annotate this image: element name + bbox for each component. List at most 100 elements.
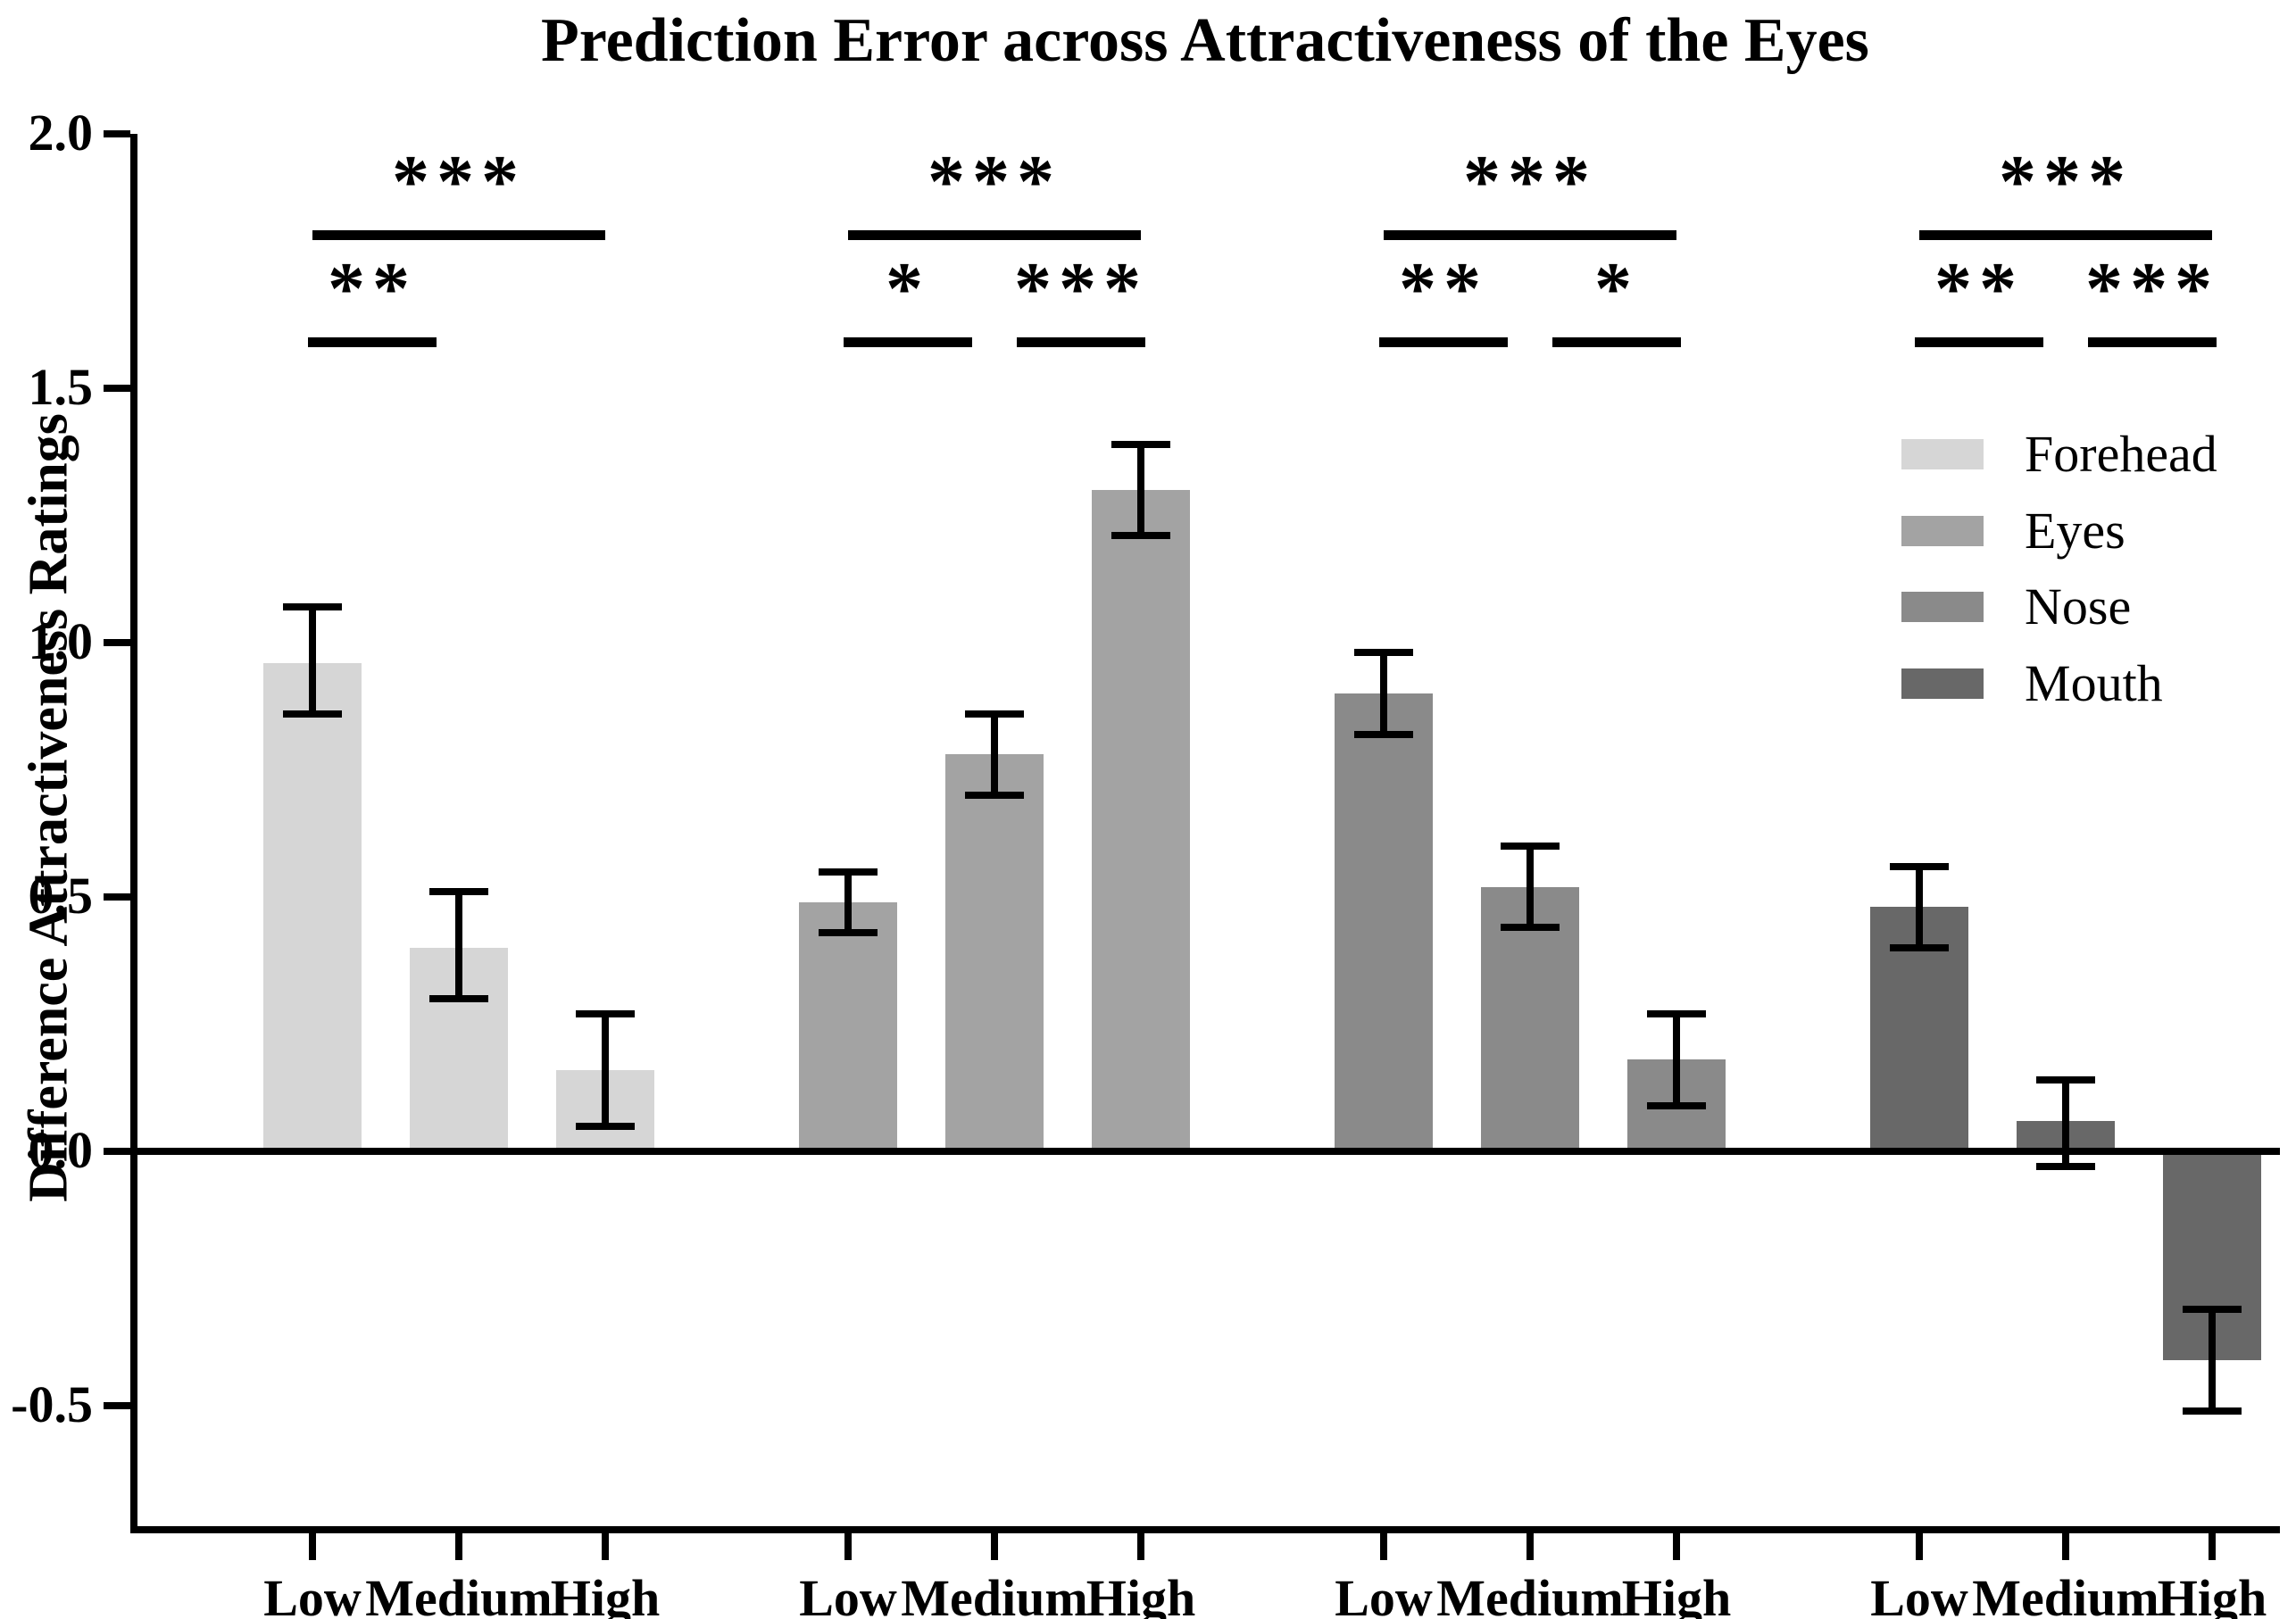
error-bar-cap-top-nose-low — [1354, 649, 1413, 657]
x-tick-label-eyes-low: Low — [799, 1569, 897, 1619]
bar-nose-low — [1335, 693, 1433, 1151]
error-bar-cap-bottom-forehead-medium — [429, 995, 488, 1002]
error-bar-cap-top-mouth-low — [1890, 862, 1949, 870]
error-bar-line-mouth-high — [2209, 1308, 2216, 1411]
error-bar-cap-bottom-mouth-low — [1890, 944, 1949, 951]
significance-bracket-overall-mouth — [1919, 230, 2212, 241]
x-axis-zero-line — [130, 1148, 2280, 1155]
error-bar-line-nose-high — [1673, 1014, 1680, 1106]
x-tick-label-mouth-high: High — [2157, 1569, 2267, 1619]
bar-forehead-low — [263, 662, 362, 1151]
x-tick-label-eyes-medium: Medium — [901, 1569, 1088, 1619]
chart-title: Prediction Error across Attractiveness o… — [541, 6, 1869, 75]
error-bar-line-mouth-low — [1916, 866, 1923, 948]
significance-stars-low-medium-mouth: ** — [1934, 247, 2024, 330]
x-tick-label-forehead-low: Low — [263, 1569, 362, 1619]
significance-stars-low-medium-nose: ** — [1399, 247, 1488, 330]
x-tick-label-mouth-low: Low — [1870, 1569, 1968, 1619]
error-bar-line-eyes-high — [1137, 444, 1144, 536]
error-bar-line-eyes-medium — [991, 713, 998, 795]
error-bar-cap-top-forehead-medium — [429, 888, 488, 896]
legend-swatch-nose — [1901, 592, 1984, 622]
y-tick-label-0.0: 0.0 — [28, 1121, 94, 1179]
error-bar-cap-top-forehead-low — [283, 603, 342, 611]
error-bar-line-nose-medium — [1527, 846, 1534, 928]
error-bar-cap-bottom-nose-high — [1647, 1101, 1706, 1109]
error-bar-line-forehead-low — [309, 607, 316, 714]
x-tick-mouth-medium — [2062, 1533, 2069, 1560]
y-axis-spine — [130, 134, 137, 1533]
error-bar-cap-bottom-forehead-low — [283, 710, 342, 718]
x-tick-eyes-medium — [991, 1533, 998, 1560]
significance-stars-medium-high-eyes: *** — [1014, 247, 1148, 330]
significance-stars-low-medium-forehead: ** — [328, 247, 417, 330]
y-tick-label-1.5: 1.5 — [28, 358, 94, 416]
significance-bracket-low-medium-mouth — [1915, 337, 2043, 347]
significance-stars-medium-high-nose: * — [1594, 247, 1639, 330]
x-tick-eyes-high — [1137, 1533, 1144, 1560]
error-bar-line-eyes-low — [844, 871, 852, 933]
significance-stars-overall-nose: *** — [1463, 140, 1597, 224]
y-tick-0.5 — [104, 893, 130, 901]
legend-swatch-eyes — [1901, 515, 1984, 546]
x-tick-forehead-low — [309, 1533, 316, 1560]
x-tick-label-nose-high: High — [1621, 1569, 1732, 1619]
significance-bracket-overall-eyes — [848, 230, 1141, 241]
significance-bracket-overall-forehead — [312, 230, 605, 241]
y-tick-label--0.5: -0.5 — [11, 1375, 93, 1433]
significance-stars-overall-forehead: *** — [392, 140, 526, 224]
x-tick-label-forehead-medium: Medium — [365, 1569, 553, 1619]
error-bar-cap-top-mouth-high — [2183, 1305, 2242, 1313]
significance-bracket-medium-high-eyes — [1017, 337, 1145, 347]
x-tick-forehead-medium — [455, 1533, 462, 1560]
x-tick-label-nose-low: Low — [1335, 1569, 1433, 1619]
y-tick-label-0.5: 0.5 — [28, 867, 94, 925]
legend-label-eyes: Eyes — [2025, 501, 2125, 560]
y-tick-1.0 — [104, 639, 130, 646]
x-tick-label-mouth-medium: Medium — [1972, 1569, 2159, 1619]
error-bar-line-nose-low — [1380, 652, 1387, 735]
error-bar-cap-bottom-mouth-medium — [2036, 1163, 2095, 1171]
significance-bracket-overall-nose — [1384, 230, 1676, 241]
y-tick-label-2.0: 2.0 — [28, 104, 94, 162]
legend-swatch-mouth — [1901, 668, 1984, 699]
significance-stars-medium-high-mouth: *** — [2085, 247, 2219, 330]
error-bar-cap-top-eyes-high — [1111, 440, 1170, 448]
significance-bracket-low-medium-forehead — [308, 337, 437, 347]
significance-bracket-medium-high-nose — [1552, 337, 1681, 347]
significance-bracket-low-medium-eyes — [844, 337, 972, 347]
significance-stars-low-medium-eyes: * — [886, 247, 930, 330]
error-bar-line-forehead-medium — [455, 892, 462, 999]
significance-bracket-low-medium-nose — [1379, 337, 1508, 347]
significance-bracket-medium-high-mouth — [2088, 337, 2217, 347]
error-bar-cap-bottom-forehead-high — [576, 1122, 635, 1130]
error-bar-cap-bottom-nose-medium — [1501, 924, 1560, 932]
y-tick--0.5 — [104, 1402, 130, 1409]
error-bar-cap-top-mouth-medium — [2036, 1076, 2095, 1084]
y-tick-1.5 — [104, 385, 130, 392]
x-axis-bottom-spine — [130, 1526, 2280, 1533]
error-bar-cap-bottom-nose-low — [1354, 730, 1413, 738]
x-tick-nose-medium — [1527, 1533, 1534, 1560]
x-tick-label-nose-medium: Medium — [1436, 1569, 1624, 1619]
x-tick-forehead-high — [602, 1533, 609, 1560]
legend-label-nose: Nose — [2025, 577, 2132, 635]
legend-label-mouth: Mouth — [2025, 653, 2163, 712]
legend-swatch-forehead — [1901, 439, 1984, 469]
error-bar-line-forehead-high — [602, 1014, 609, 1126]
legend-label-forehead: Forehead — [2025, 425, 2217, 483]
x-tick-nose-low — [1380, 1533, 1387, 1560]
x-tick-label-eyes-high: High — [1086, 1569, 1196, 1619]
bar-eyes-low — [799, 901, 897, 1151]
y-tick-label-1.0: 1.0 — [28, 612, 94, 670]
error-bar-cap-bottom-mouth-high — [2183, 1407, 2242, 1415]
error-bar-cap-bottom-eyes-high — [1111, 532, 1170, 540]
significance-stars-overall-mouth: *** — [1999, 140, 2133, 224]
x-tick-eyes-low — [844, 1533, 852, 1560]
x-tick-nose-high — [1673, 1533, 1680, 1560]
error-bar-cap-top-forehead-high — [576, 1010, 635, 1018]
x-tick-mouth-low — [1916, 1533, 1923, 1560]
bar-eyes-high — [1092, 490, 1190, 1151]
